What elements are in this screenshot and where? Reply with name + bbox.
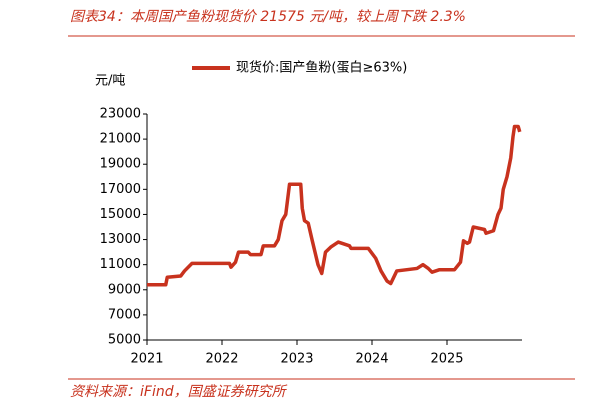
x-tick-label: 2024 — [355, 352, 388, 367]
x-tick-label: 2021 — [130, 352, 163, 367]
y-tick-label: 5000 — [108, 333, 141, 348]
chart-title: 图表34：本周国产鱼粉现货价 21575 元/吨，较上周下跌 2.3% — [70, 9, 466, 25]
x-tick-label: 2022 — [205, 352, 238, 367]
y-tick-label: 9000 — [108, 282, 141, 297]
y-tick-label: 17000 — [100, 182, 141, 197]
y-tick-label: 7000 — [108, 307, 141, 322]
x-tick-label: 2023 — [280, 352, 313, 367]
y-tick-label: 11000 — [100, 257, 141, 272]
line-series — [147, 124, 522, 287]
legend-label: 现货价:国产鱼粉(蛋白≥63%) — [236, 60, 407, 76]
y-tick-label: 21000 — [100, 132, 141, 147]
y-tick-label: 15000 — [100, 207, 141, 222]
y-axis-label: 元/吨 — [95, 74, 125, 89]
y-tick-label: 19000 — [100, 157, 141, 172]
x-tick-label: 2025 — [430, 352, 463, 367]
y-tick-label: 13000 — [100, 232, 141, 247]
y-tick-label: 23000 — [100, 107, 141, 122]
source: 资料来源：iFind，国盛证券研究所 — [70, 384, 288, 400]
